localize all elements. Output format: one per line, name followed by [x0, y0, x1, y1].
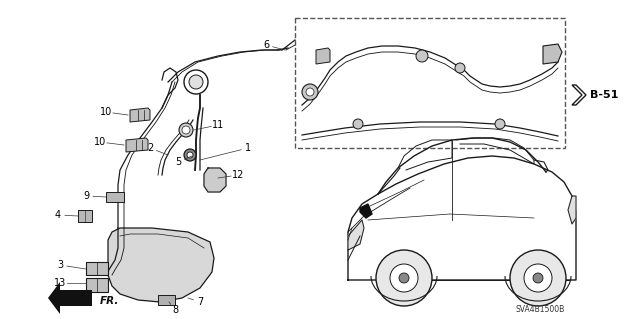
Text: 3: 3: [57, 260, 63, 270]
Polygon shape: [158, 295, 175, 305]
Bar: [295, 18, 565, 148]
Text: 10: 10: [100, 107, 112, 117]
Polygon shape: [108, 228, 214, 302]
Text: 7: 7: [197, 297, 203, 307]
Polygon shape: [86, 262, 108, 275]
Circle shape: [182, 126, 190, 134]
Polygon shape: [348, 156, 576, 280]
Polygon shape: [130, 108, 150, 122]
Text: SVA4B1500B: SVA4B1500B: [516, 306, 565, 315]
Circle shape: [524, 264, 552, 292]
Text: 11: 11: [212, 120, 224, 130]
Text: 4: 4: [55, 210, 61, 220]
Text: 6: 6: [263, 40, 269, 50]
Circle shape: [189, 75, 203, 89]
Polygon shape: [316, 48, 330, 64]
Text: 8: 8: [172, 305, 178, 315]
Circle shape: [184, 70, 208, 94]
Polygon shape: [204, 168, 226, 192]
Circle shape: [495, 119, 505, 129]
Polygon shape: [572, 85, 586, 105]
Circle shape: [416, 50, 428, 62]
Polygon shape: [543, 44, 562, 64]
Polygon shape: [106, 192, 124, 202]
Polygon shape: [360, 204, 372, 218]
Circle shape: [302, 84, 318, 100]
Circle shape: [399, 273, 409, 283]
Text: 13: 13: [54, 278, 66, 288]
Polygon shape: [78, 210, 92, 222]
Circle shape: [376, 250, 432, 306]
Circle shape: [179, 123, 193, 137]
Polygon shape: [126, 138, 148, 152]
Polygon shape: [86, 278, 108, 292]
Circle shape: [390, 264, 418, 292]
Polygon shape: [568, 196, 576, 224]
Text: 2: 2: [147, 143, 153, 153]
Text: 12: 12: [232, 170, 244, 180]
Text: 1: 1: [245, 143, 251, 153]
Circle shape: [533, 273, 543, 283]
Text: 9: 9: [83, 191, 89, 201]
Polygon shape: [348, 220, 364, 250]
Circle shape: [455, 63, 465, 73]
Circle shape: [187, 152, 193, 158]
Polygon shape: [48, 282, 92, 314]
Text: 10: 10: [94, 137, 106, 147]
Circle shape: [353, 119, 363, 129]
Text: 5: 5: [175, 157, 181, 167]
Text: B-51: B-51: [590, 90, 618, 100]
Circle shape: [510, 250, 566, 306]
Circle shape: [184, 149, 196, 161]
Text: FR.: FR.: [100, 296, 120, 306]
Circle shape: [306, 88, 314, 96]
